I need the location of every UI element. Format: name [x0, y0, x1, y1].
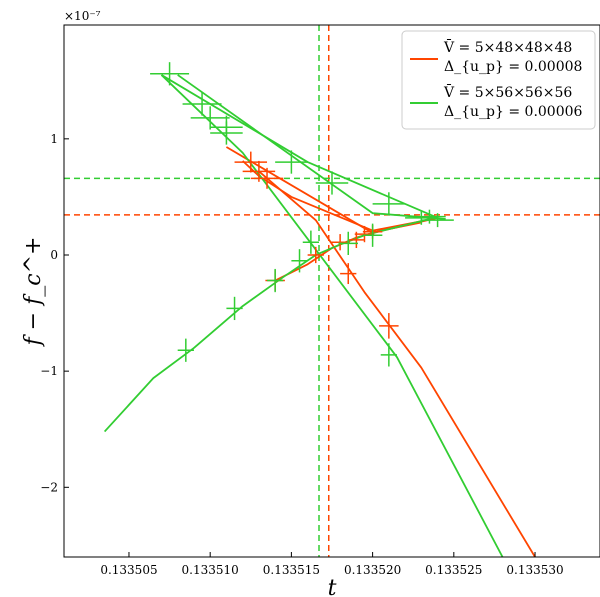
plot-frame: [63, 24, 600, 558]
legend: V̄ = 5×48×48×48 Δ_{u_p} = 0.00008 V̄ = 5…: [401, 30, 596, 130]
y-tick-label: 0: [50, 248, 58, 262]
series-2-point-14: [267, 268, 284, 293]
series-2-point-11: [421, 213, 454, 228]
series-2-point-13: [226, 296, 243, 321]
series-2-point-2: [182, 92, 222, 116]
series-1-point-7: [340, 263, 357, 285]
series-2-point-6: [275, 150, 308, 174]
legend-label-series-2-line1: V̄ = 5×56×56×56: [443, 83, 572, 101]
x-tick-label: 0.133530: [506, 563, 563, 577]
series-1-line-3: [258, 170, 536, 557]
series-2-point-16: [302, 230, 320, 254]
x-tick-label: 0.133520: [344, 563, 401, 577]
series-1-point-5: [307, 246, 324, 264]
series-lines: [103, 74, 536, 557]
y-tick-label: −2: [40, 480, 58, 494]
x-axis-label: t: [328, 576, 337, 597]
y-tick-label: 1: [50, 132, 58, 146]
series-2-point-5: [210, 115, 243, 139]
x-tick-label: 0.133525: [425, 563, 482, 577]
series-2-point-17: [338, 231, 358, 255]
series-2-line-2: [160, 74, 438, 219]
legend-box: [401, 30, 596, 130]
y-scale-label: ×10⁻⁷: [64, 9, 101, 23]
reference-lines: [64, 25, 600, 557]
y-axis-ticks: −2 −1 0 1: [40, 132, 69, 494]
legend-label-series-1-line1: V̄ = 5×48×48×48: [443, 38, 572, 56]
series-2-point-1: [150, 62, 190, 86]
series-2-point-15: [291, 249, 308, 273]
x-tick-label: 0.133505: [100, 563, 157, 577]
series-2-point-10: [413, 209, 446, 224]
series-2-point-12: [177, 338, 194, 362]
series-2-point-9: [405, 210, 438, 225]
plot-area: [64, 25, 600, 557]
series-2-point-8: [372, 192, 406, 216]
error-bars: [150, 62, 454, 367]
series-2-point-19: [380, 343, 397, 367]
x-axis-ticks: 0.133505 0.133510 0.133515 0.133520 0.133525…: [100, 552, 564, 577]
y-axis-label: f − f_c^+: [21, 237, 46, 348]
series-2-line-1: [160, 74, 504, 557]
series-2-point-3: [190, 106, 230, 130]
series-1-point-1: [234, 151, 268, 173]
series-2-point-7: [315, 171, 349, 195]
series-1-point-3: [250, 167, 284, 189]
legend-label-series-1-line2: Δ_{u_p} = 0.00008: [444, 59, 582, 75]
y-tick-label: −1: [40, 364, 58, 378]
series-2-point-18: [362, 223, 383, 247]
series-1-point-6: [330, 234, 350, 251]
series-1-point-9: [354, 225, 375, 243]
x-tick-label: 0.133510: [182, 563, 239, 577]
legend-label-series-2-line2: Δ_{u_p} = 0.00006: [444, 104, 583, 120]
x-tick-label: 0.133515: [263, 563, 320, 577]
series-1-point-11: [379, 313, 399, 339]
